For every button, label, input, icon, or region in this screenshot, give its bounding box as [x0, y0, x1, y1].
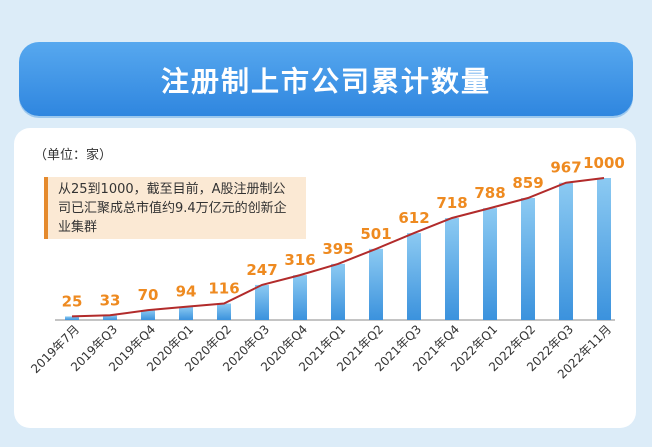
bar-value-label: 788	[474, 184, 505, 202]
note-box: 从25到1000，截至目前，A股注册制公司已汇聚成总市值约9.4万亿元的创新企业…	[44, 177, 306, 239]
bar-value-label: 395	[322, 240, 353, 258]
unit-label: （单位：家）	[34, 148, 113, 163]
bar-value-label: 316	[284, 251, 315, 269]
bar	[217, 303, 231, 320]
bar-value-label: 25	[62, 292, 83, 310]
bar	[293, 275, 307, 320]
bar	[483, 208, 497, 320]
bar-value-label: 94	[176, 283, 197, 301]
bar	[407, 233, 421, 320]
bar-value-label: 501	[360, 225, 391, 243]
bar-value-label: 967	[550, 159, 581, 177]
bar	[103, 315, 117, 320]
title-banner: 注册制上市公司累计数量	[19, 42, 633, 116]
bar	[369, 248, 383, 320]
bar-value-label: 70	[138, 286, 159, 304]
bar	[331, 263, 345, 320]
bar	[597, 178, 611, 320]
bar-value-label: 612	[398, 209, 429, 227]
bar	[179, 306, 193, 320]
bar	[141, 310, 155, 320]
bar	[559, 182, 573, 320]
bar	[65, 316, 79, 320]
bar	[521, 198, 535, 320]
page-title: 注册制上市公司累计数量	[160, 65, 491, 98]
bar-value-label: 859	[512, 174, 543, 192]
bar-value-label: 33	[100, 291, 121, 309]
bar-value-label: 116	[208, 280, 239, 298]
bar-value-label: 247	[246, 261, 277, 279]
bar-value-label: 1000	[583, 154, 625, 172]
bar-value-label: 718	[436, 194, 467, 212]
bar	[445, 218, 459, 320]
trend-line	[71, 177, 605, 318]
bar	[255, 284, 269, 320]
